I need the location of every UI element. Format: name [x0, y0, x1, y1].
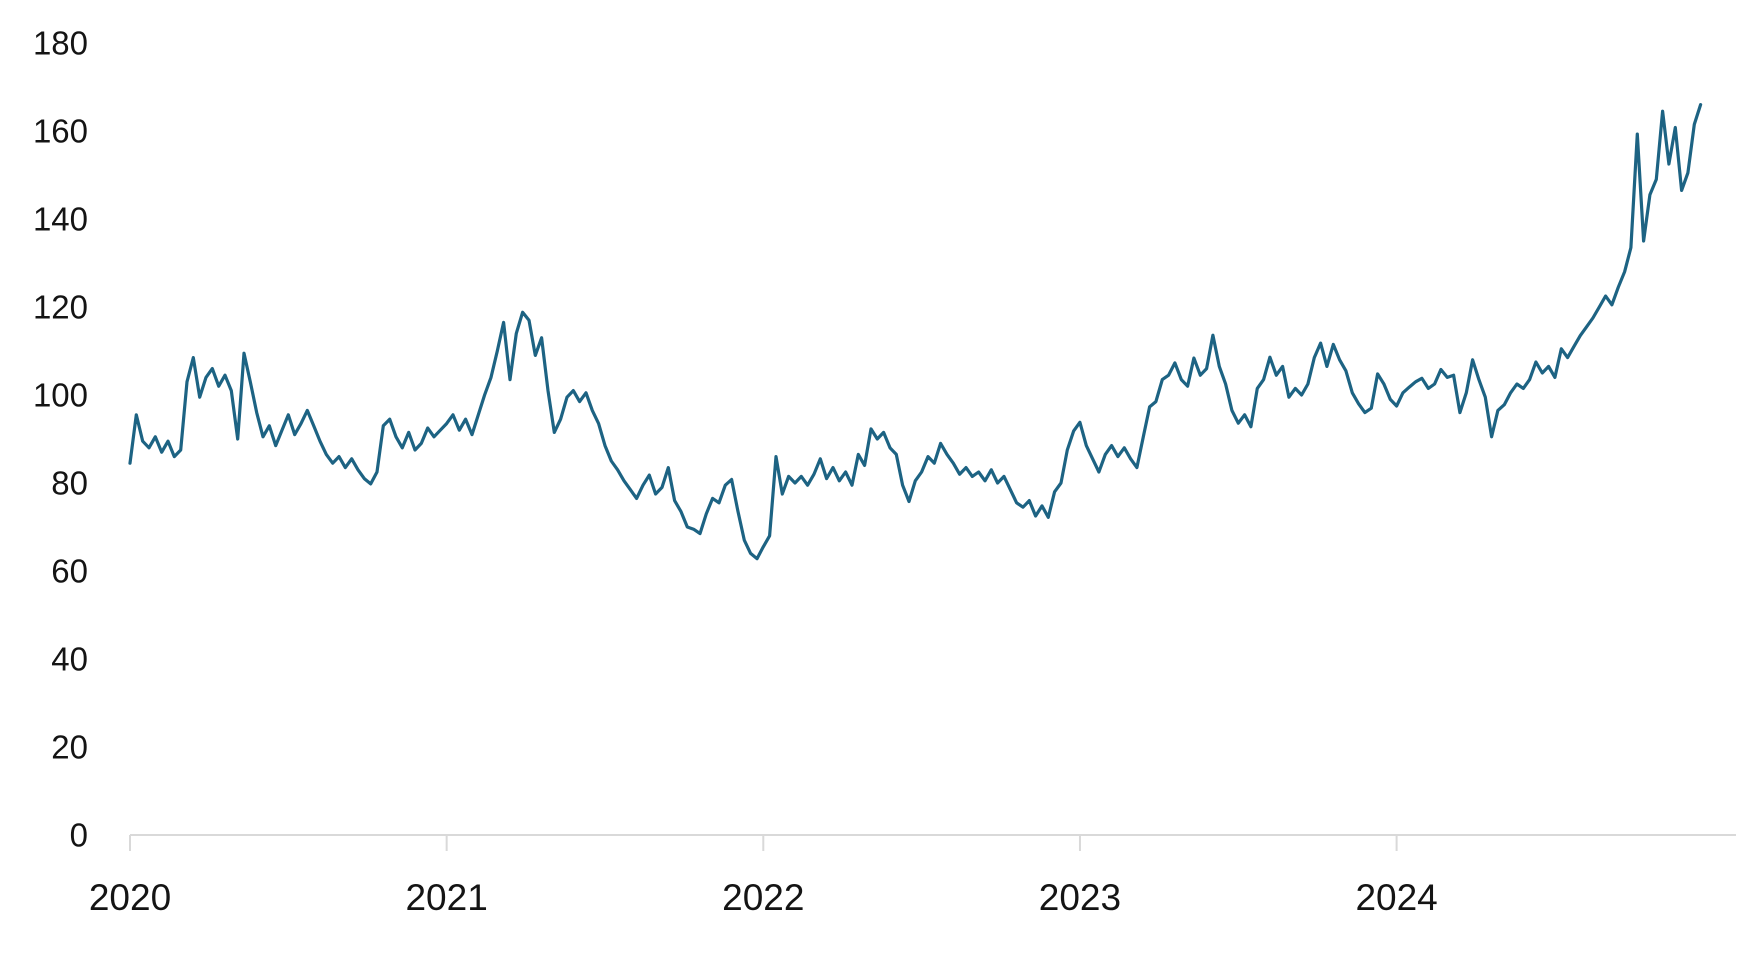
y-axis-tick-label: 120: [33, 289, 88, 326]
y-axis-tick-label: 140: [33, 201, 88, 238]
x-axis-tick-label: 2023: [1039, 877, 1121, 918]
x-axis-tick-label: 2022: [722, 877, 804, 918]
y-axis-tick-label: 20: [51, 729, 88, 766]
y-axis-tick-label: 60: [51, 553, 88, 590]
x-axis-tick-label: 2021: [405, 877, 487, 918]
x-axis-labels: 2020 2021 2022 2023 2024: [89, 877, 1438, 918]
y-axis-tick-label: 180: [33, 25, 88, 62]
x-axis: [129, 834, 1736, 851]
x-axis-tick-label: 2020: [89, 877, 171, 918]
y-axis-tick-label: 160: [33, 113, 88, 150]
y-axis-tick-label: 80: [51, 465, 88, 502]
y-axis-tick-label: 0: [70, 817, 88, 854]
y-axis-tick-label: 40: [51, 641, 88, 678]
x-axis-tick-label: 2024: [1355, 877, 1437, 918]
y-axis-labels: 0 20 40 60 80 100 120 140 160 180: [33, 25, 88, 854]
series-lines: [128, 102, 1703, 561]
data-line-price-index: [128, 102, 1703, 561]
y-axis-tick-label: 100: [33, 377, 88, 414]
